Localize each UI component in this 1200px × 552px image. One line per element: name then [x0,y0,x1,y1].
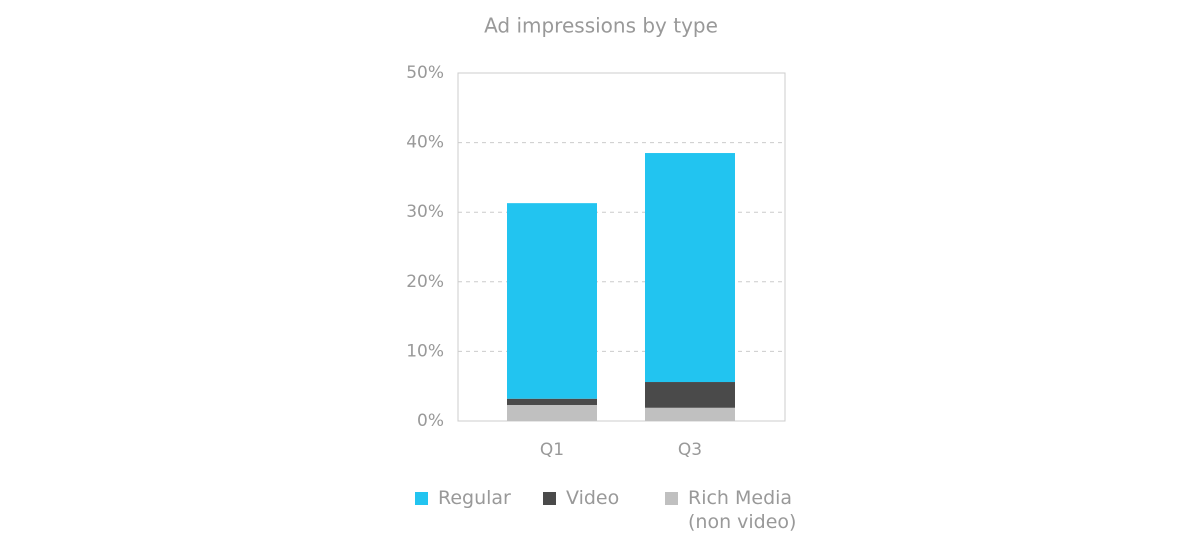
y-tick-label: 20% [406,272,444,292]
bar-segment [645,382,735,408]
bar-segment [507,404,597,421]
y-tick-label: 40% [406,133,444,153]
legend-swatch [415,492,428,505]
bar-segment [507,398,597,405]
legend-item: Rich Media (non video) [665,486,800,534]
x-tick-label: Q3 [678,440,702,460]
y-tick-label: 30% [406,202,444,222]
chart-title: Ad impressions by type [484,14,718,38]
legend-label: Regular [438,487,511,509]
y-tick-label: 10% [406,341,444,361]
y-tick-label: 50% [406,63,444,83]
legend-item: Regular [415,486,511,510]
legend-swatch [665,492,678,505]
legend-item: Video [543,486,619,510]
bar-segment [645,407,735,421]
legend-label: Video [566,487,620,509]
legend-swatch [543,492,556,505]
bar-segment [507,203,597,399]
bar-segment [645,153,735,383]
legend-label: Rich Media (non video) [688,487,797,533]
y-tick-label: 0% [417,411,444,431]
x-tick-label: Q1 [540,440,564,460]
plot-border [457,72,786,422]
